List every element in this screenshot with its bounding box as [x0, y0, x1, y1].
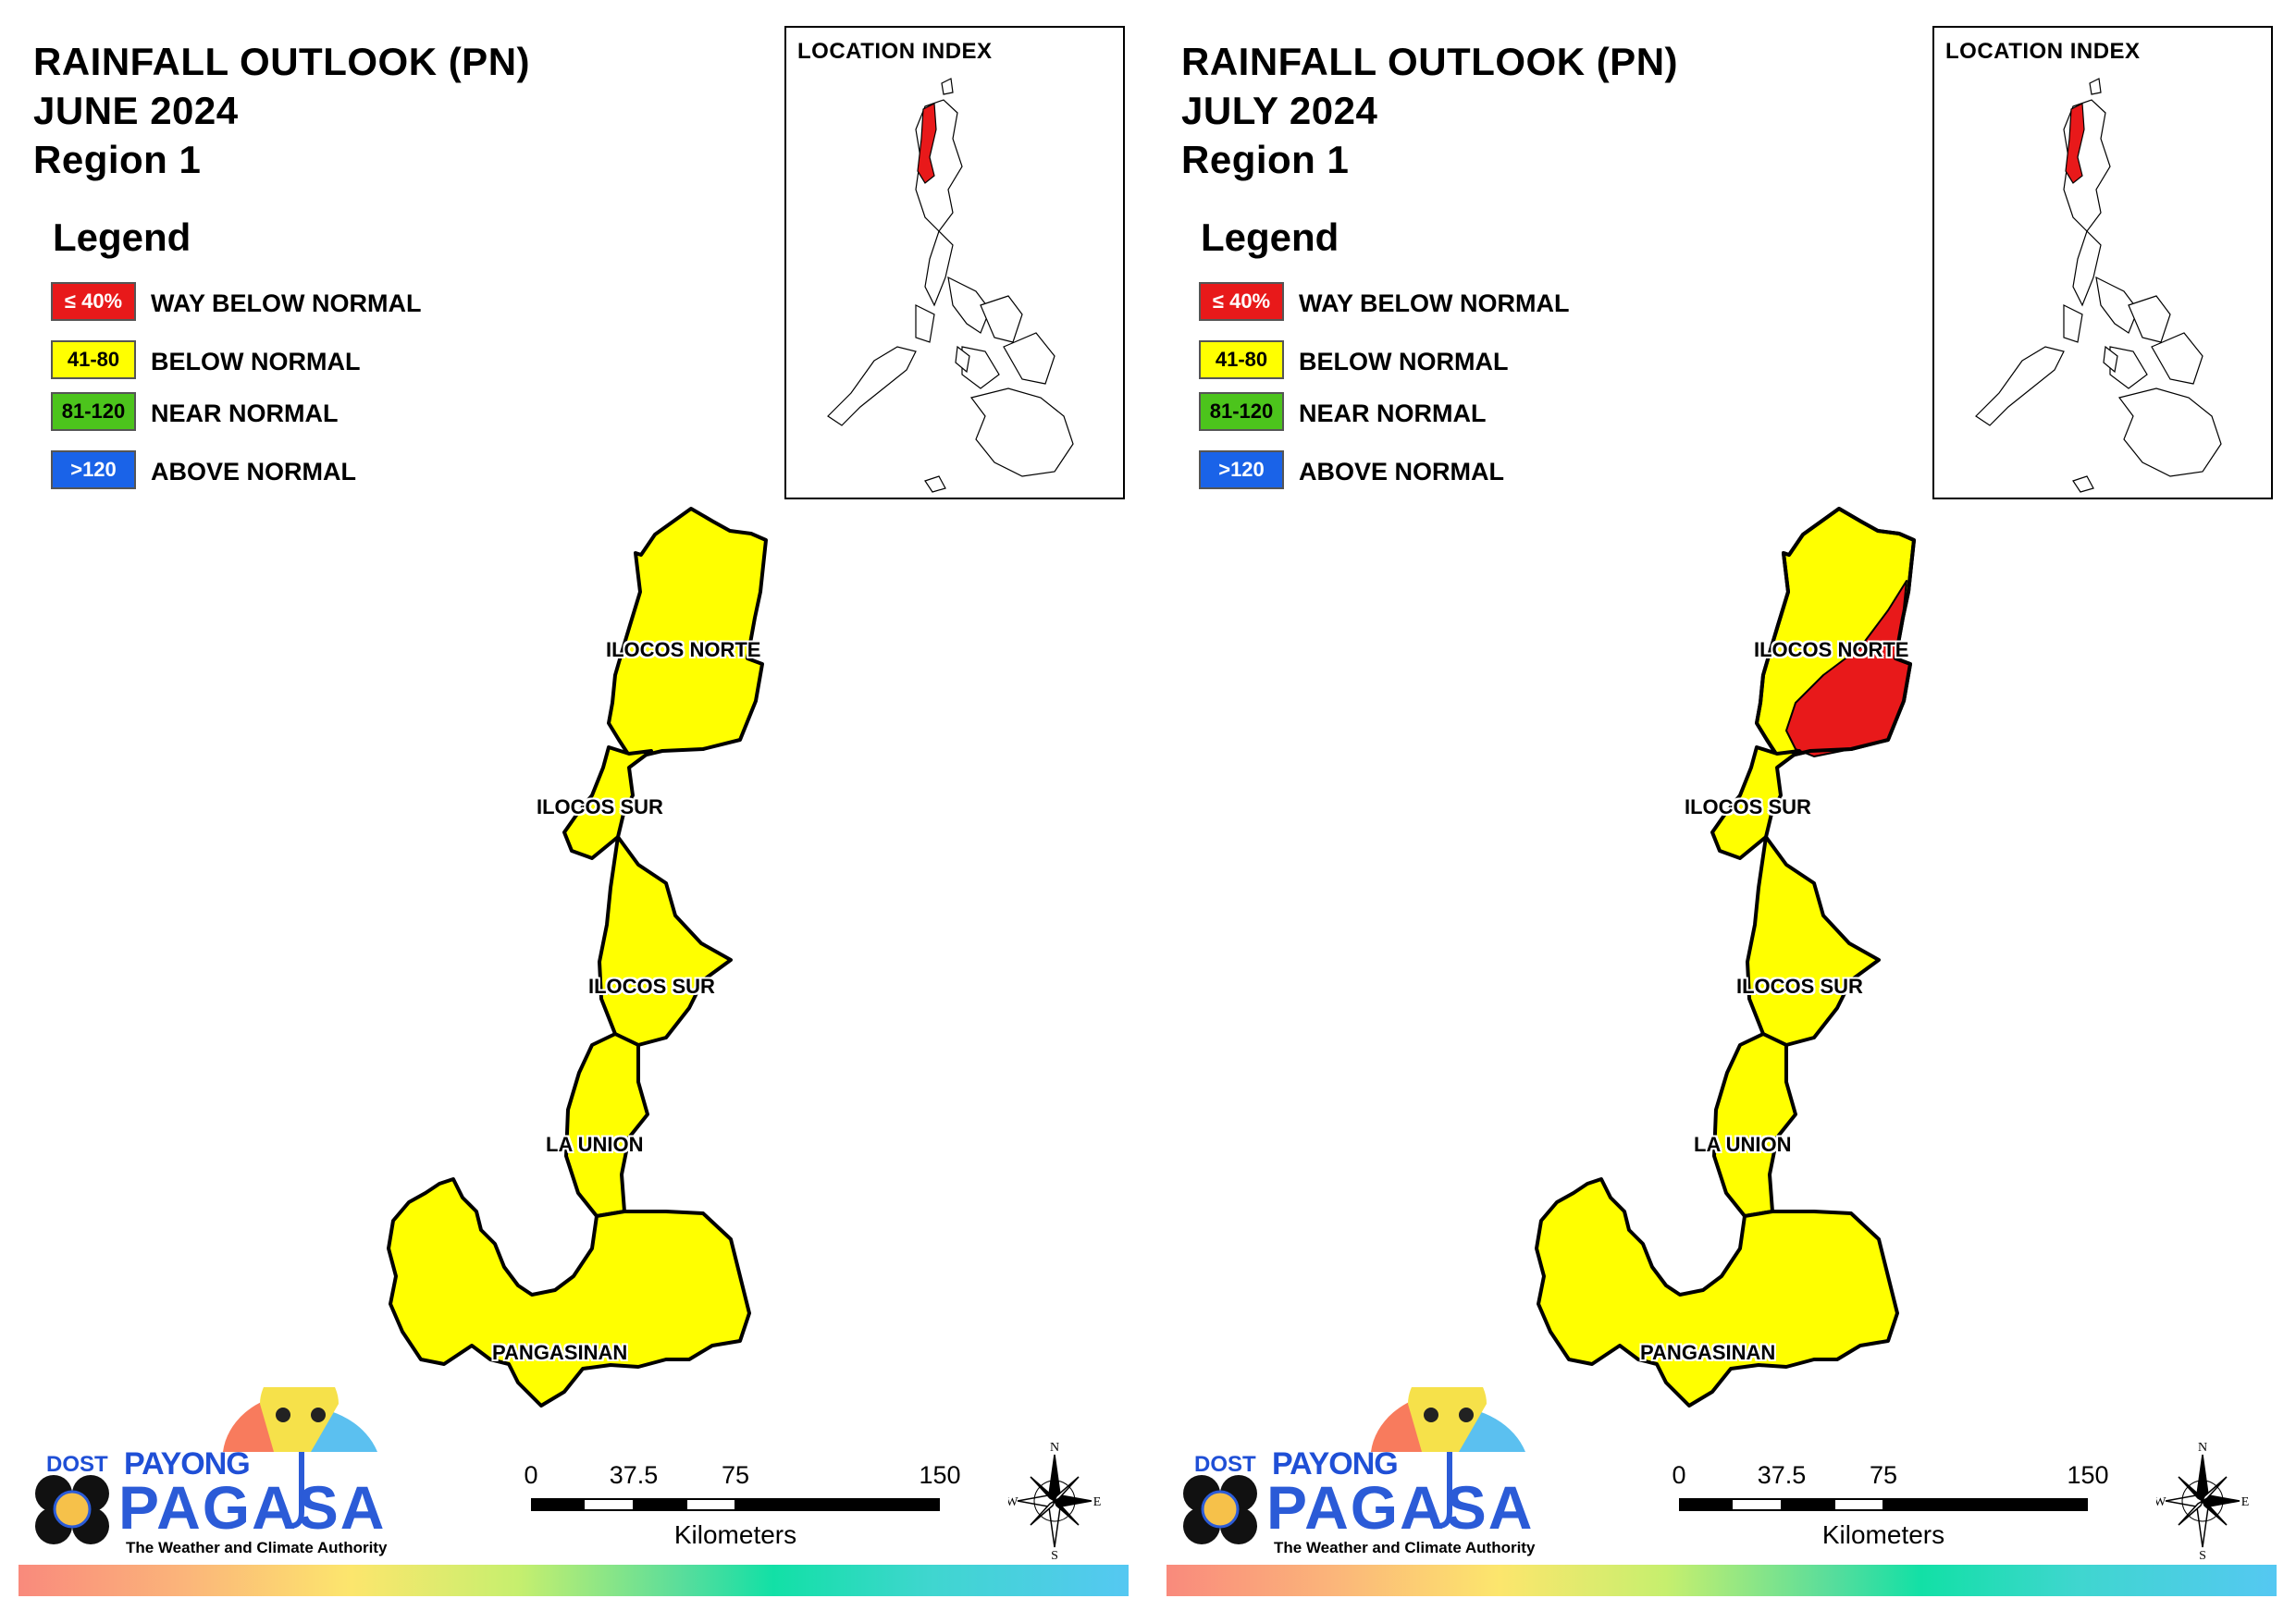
title-line-3: Region 1 — [33, 138, 202, 181]
province-label-la-union: LA UNION — [1694, 1133, 1792, 1156]
location-index-title: LOCATION INDEX — [797, 39, 993, 64]
scale-segment — [1833, 1498, 1884, 1511]
compass-rose-icon: N S W E — [2156, 1441, 2249, 1561]
scale-segment — [583, 1498, 635, 1511]
outlook-panel-july: RAINFALL OUTLOOK (PN) JULY 2024 Region 1… — [1148, 0, 2296, 1623]
pagasa-label: PAGASA — [118, 1473, 387, 1542]
compass-e: E — [1093, 1495, 1101, 1509]
location-index-title: LOCATION INDEX — [1945, 39, 2141, 64]
title-line-2: JUNE 2024 — [33, 89, 239, 132]
legend-label-way-below: WAY BELOW NORMAL — [1299, 289, 1570, 317]
scale-tick-150: 150 — [919, 1461, 961, 1489]
province-ilocos-sur-south — [598, 835, 733, 1047]
province-label-ilocos-sur-2: ILOCOS SUR — [588, 975, 715, 998]
province-label-ilocos-norte: ILOCOS NORTE — [1754, 638, 1909, 661]
philippines-inset-map — [1975, 78, 2222, 493]
region1-map — [387, 507, 768, 1408]
province-label-ilocos-norte: ILOCOS NORTE — [606, 638, 761, 661]
location-index-box: LOCATION INDEX — [1932, 26, 2273, 499]
scale-segment — [1731, 1498, 1783, 1511]
compass-s: S — [2199, 1549, 2206, 1561]
payong-pagasa-logo — [35, 1387, 377, 1544]
compass-s: S — [1051, 1549, 1058, 1561]
title-line-2: JULY 2024 — [1181, 89, 1378, 132]
legend-swatch-above: >120 — [1199, 450, 1284, 489]
scale-segment — [635, 1498, 685, 1511]
compass-e: E — [2241, 1495, 2249, 1509]
province-label-ilocos-sur-2: ILOCOS SUR — [1736, 975, 1863, 998]
scale-segment — [1679, 1498, 1731, 1511]
scale-bar: 0 37.5 75 150 Kilometers — [1672, 1461, 2119, 1549]
province-label-ilocos-sur-1: ILOCOS SUR — [537, 795, 663, 818]
scale-segment — [1884, 1498, 2088, 1511]
province-pangasinan — [1535, 1177, 1899, 1408]
compass-rose-icon: N S W E — [1008, 1441, 1101, 1561]
legend-label-above: ABOVE NORMAL — [1299, 458, 1504, 486]
legend-label-near: NEAR NORMAL — [1299, 400, 1487, 427]
compass-n: N — [2198, 1441, 2207, 1455]
province-ilocos-norte — [607, 507, 768, 760]
province-ilocos-sur — [562, 745, 653, 860]
legend-label-below: BELOW NORMAL — [151, 348, 361, 375]
pagasa-tagline: The Weather and Climate Authority — [126, 1539, 388, 1556]
footer-gradient-bar — [19, 1565, 1129, 1596]
title-line-3: Region 1 — [1181, 138, 1350, 181]
pagasa-tagline: The Weather and Climate Authority — [1274, 1539, 1536, 1556]
scale-segment — [736, 1498, 940, 1511]
title-line-1: RAINFALL OUTLOOK (PN) — [33, 40, 531, 83]
scale-tick-0: 0 — [524, 1461, 538, 1489]
compass-w: W — [2156, 1495, 2166, 1509]
scale-segment — [685, 1498, 736, 1511]
scale-tick-75: 75 — [721, 1461, 750, 1489]
province-pangasinan — [387, 1177, 751, 1408]
map-title: RAINFALL OUTLOOK (PN) JULY 2024 Region 1 — [1181, 37, 1678, 184]
scale-units: Kilometers — [1821, 1520, 1945, 1549]
pagasa-label: PAGASA — [1266, 1473, 1535, 1542]
scale-bar: 0 37.5 75 150 Kilometers — [524, 1461, 971, 1549]
province-label-la-union: LA UNION — [546, 1133, 644, 1156]
province-la-union — [564, 1032, 649, 1218]
dost-label: DOST — [46, 1452, 108, 1477]
scale-tick-37-5: 37.5 — [609, 1461, 659, 1489]
region1-map — [1535, 507, 1916, 1408]
philippines-inset-map — [827, 78, 1074, 493]
scale-segment — [1783, 1498, 1833, 1511]
legend-label-near: NEAR NORMAL — [151, 400, 339, 427]
scale-segment — [531, 1498, 583, 1511]
scale-tick-150: 150 — [2067, 1461, 2109, 1489]
map-title: RAINFALL OUTLOOK (PN) JUNE 2024 Region 1 — [33, 37, 530, 184]
legend-title: Legend — [1201, 215, 1339, 259]
province-label-pangasinan: PANGASINAN — [1640, 1341, 1776, 1364]
legend-swatch-way-below: ≤ 40% — [1199, 282, 1284, 321]
legend-swatch-below: 41-80 — [1199, 340, 1284, 379]
province-label-ilocos-sur-1: ILOCOS SUR — [1685, 795, 1811, 818]
legend-swatch-above: >120 — [51, 450, 136, 489]
footer-gradient-bar — [1167, 1565, 2277, 1596]
dost-label: DOST — [1194, 1452, 1256, 1477]
legend-swatch-way-below: ≤ 40% — [51, 282, 136, 321]
legend-label-below: BELOW NORMAL — [1299, 348, 1509, 375]
scale-tick-0: 0 — [1672, 1461, 1686, 1489]
province-ilocos-sur — [1710, 745, 1801, 860]
legend-swatch-below: 41-80 — [51, 340, 136, 379]
scale-units: Kilometers — [673, 1520, 797, 1549]
compass-n: N — [1050, 1441, 1059, 1455]
compass-w: W — [1008, 1495, 1018, 1509]
outlook-panel-june: RAINFALL OUTLOOK (PN) JUNE 2024 Region 1… — [19, 26, 1129, 1596]
province-ilocos-sur-south — [1746, 835, 1881, 1047]
scale-tick-75: 75 — [1869, 1461, 1898, 1489]
scale-tick-37-5: 37.5 — [1757, 1461, 1807, 1489]
legend-label-way-below: WAY BELOW NORMAL — [151, 289, 422, 317]
legend-swatch-near: 81-120 — [1199, 392, 1284, 431]
legend-title: Legend — [53, 215, 191, 259]
legend-swatch-near: 81-120 — [51, 392, 136, 431]
location-index-box: LOCATION INDEX — [784, 26, 1125, 499]
province-label-pangasinan: PANGASINAN — [492, 1341, 628, 1364]
province-la-union — [1712, 1032, 1797, 1218]
payong-pagasa-logo — [1183, 1387, 1525, 1544]
payong-label: PAYONG — [1272, 1446, 1399, 1482]
title-line-1: RAINFALL OUTLOOK (PN) — [1181, 40, 1679, 83]
payong-label: PAYONG — [124, 1446, 251, 1482]
legend-label-above: ABOVE NORMAL — [151, 458, 356, 486]
